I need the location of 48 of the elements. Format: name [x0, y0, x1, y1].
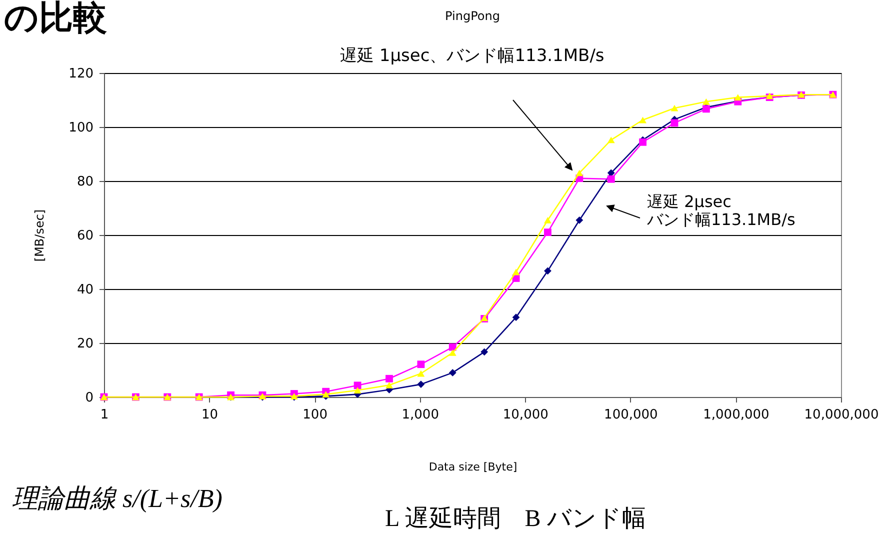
text: 理論曲線 s/(L+s/B): [12, 483, 222, 514]
text: の比較: [4, 0, 107, 39]
point: [544, 228, 552, 236]
point: [639, 116, 647, 124]
y-tick-label: 80: [76, 174, 94, 190]
y-tick-label: 20: [76, 336, 94, 352]
x-tick-label: 10,000: [502, 408, 548, 422]
text: L 遅延時間 B バンド幅: [385, 505, 646, 534]
chart-title: PingPong: [445, 9, 500, 23]
y-tick-label: 40: [76, 282, 94, 298]
text: 遅延 1µsec、バンド幅113.1MB/s: [340, 46, 604, 66]
point: [354, 382, 362, 390]
point: [512, 268, 520, 276]
point: [448, 343, 456, 351]
x-tick-label: 1: [100, 408, 109, 422]
y-tick-label: 0: [85, 390, 94, 406]
x-axis-title: Data size [Byte]: [428, 460, 518, 474]
y-axis-title: [MB/sec]: [32, 209, 47, 262]
point: [544, 216, 552, 224]
point: [386, 374, 393, 382]
point: [417, 380, 425, 388]
x-tick-label: 1,000,000: [703, 408, 770, 422]
x-tick-label: 100,000: [604, 408, 658, 422]
point: [544, 267, 552, 275]
point: [576, 170, 584, 176]
point: [576, 216, 584, 224]
point: [480, 348, 488, 356]
y-tick-label: 120: [68, 66, 94, 82]
point: [607, 175, 615, 183]
point: [417, 360, 425, 368]
point: [512, 314, 520, 322]
point: [386, 382, 393, 388]
x-tick-label: 1,000: [402, 408, 439, 422]
point: [734, 94, 742, 101]
point: [354, 387, 362, 394]
annotation: 遅延 2µsec バンド幅113.1MB/s: [647, 192, 796, 230]
x-tick-label: 10: [202, 408, 218, 422]
x-tick-label: 10,000,000: [804, 408, 879, 422]
point: [607, 136, 615, 144]
point: [670, 119, 678, 127]
point: [670, 104, 678, 112]
y-tick-label: 100: [68, 120, 94, 136]
y-tick-label: 60: [76, 228, 94, 244]
point: [417, 370, 425, 377]
point: [448, 368, 456, 376]
point: [448, 350, 456, 356]
x-tick-label: 100: [302, 408, 328, 422]
point: [702, 98, 710, 105]
